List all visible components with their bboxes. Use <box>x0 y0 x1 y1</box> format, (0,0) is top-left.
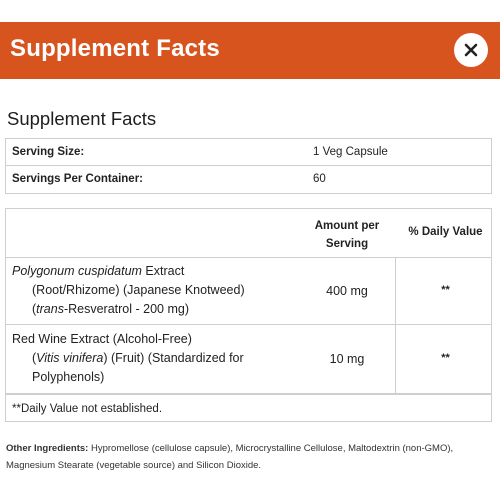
close-button[interactable] <box>454 33 488 67</box>
ingredient-name-line: Red Wine Extract (Alcohol-Free) <box>12 332 192 346</box>
footnote-box: **Daily Value not established. <box>5 394 492 422</box>
ingredient-detail-line: Polyphenols) <box>32 370 105 384</box>
amount-header-line1: Amount per <box>314 220 380 232</box>
ingredients-table: Amount per Serving % Daily Value Polygon… <box>5 208 492 395</box>
ingredient-daily-value: ** <box>441 284 450 296</box>
ingredient-name: Polygonum cuspidatum Extract (Root/Rhizo… <box>12 262 292 319</box>
ingredient-detail-open: ( <box>32 351 37 365</box>
ingredient-detail-rest: -Resveratrol - 200 mg) <box>63 302 190 316</box>
other-ingredients-text: Hypromellose (cellulose capsule), Microc… <box>6 443 454 471</box>
ingredient-detail-open: ( <box>32 302 37 316</box>
serving-size-value: 1 Veg Capsule <box>313 146 388 158</box>
ingredient-daily-value: ** <box>441 352 450 364</box>
serving-size-row: Serving Size: 1 Veg Capsule <box>6 139 491 166</box>
daily-value-header: % Daily Value <box>408 226 483 238</box>
ingredient-detail-rest: ) (Fruit) (Standardized for <box>103 351 244 365</box>
ingredient-name-italic: Polygonum cuspidatum <box>12 264 142 278</box>
amount-header-line2: Serving <box>325 238 369 250</box>
column-divider <box>395 257 396 395</box>
ingredient-detail-italic: trans <box>36 302 64 316</box>
ingredient-row: Red Wine Extract (Alcohol-Free) (Vitis v… <box>6 326 491 395</box>
modal-title: Supplement Facts <box>10 35 220 62</box>
other-ingredients-label: Other Ingredients: <box>6 443 89 454</box>
other-ingredients: Other Ingredients: Hypromellose (cellulo… <box>6 440 490 474</box>
ingredients-table-header: Amount per Serving % Daily Value <box>6 209 491 258</box>
ingredient-detail-line: (Root/Rhizome) (Japanese Knotweed) <box>32 283 245 297</box>
serving-size-label: Serving Size: <box>12 146 85 158</box>
servings-per-container-label: Servings Per Container: <box>12 173 144 185</box>
modal-header: Supplement Facts <box>0 22 500 79</box>
close-icon <box>464 43 478 57</box>
panel-title: Supplement Facts <box>7 108 157 129</box>
ingredient-amount: 400 mg <box>326 284 368 298</box>
ingredient-row: Polygonum cuspidatum Extract (Root/Rhizo… <box>6 258 491 325</box>
ingredient-name-rest: Extract <box>141 264 185 278</box>
serving-table: Serving Size: 1 Veg Capsule Servings Per… <box>5 138 492 194</box>
ingredient-detail-italic: Vitis vinifera <box>36 351 104 365</box>
daily-value-footnote: **Daily Value not established. <box>12 403 163 415</box>
servings-per-container-row: Servings Per Container: 60 <box>6 166 491 193</box>
servings-per-container-value: 60 <box>313 173 326 185</box>
ingredient-amount: 10 mg <box>329 352 365 366</box>
amount-per-serving-header: Amount per Serving <box>302 217 392 253</box>
ingredient-name: Red Wine Extract (Alcohol-Free) (Vitis v… <box>12 330 292 387</box>
